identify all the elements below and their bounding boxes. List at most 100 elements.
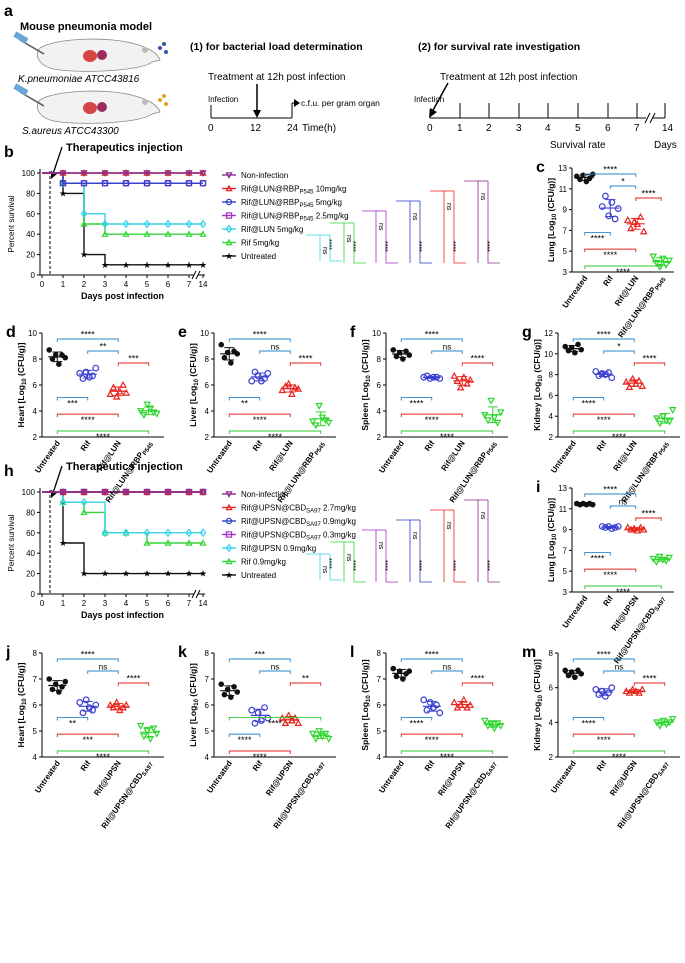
- survival-point: [143, 219, 151, 229]
- survival-point: [101, 528, 109, 538]
- category-label: Rif: [601, 274, 615, 288]
- legend-marker: [225, 172, 233, 179]
- survival-point: ★: [185, 260, 193, 270]
- data-point: [595, 691, 603, 698]
- significance-label: ***: [128, 354, 139, 364]
- x-tick-label: 5: [145, 280, 150, 289]
- significance-label: ****: [409, 718, 424, 728]
- significance-label: **: [302, 674, 310, 684]
- panel-label-m: m: [522, 644, 536, 661]
- timeline-2-xlabel: Survival rate: [550, 140, 606, 151]
- significance-label: ****: [81, 650, 96, 660]
- group-1: [420, 696, 444, 717]
- group-2: [450, 695, 475, 711]
- survival-point: [185, 528, 193, 538]
- category-label: Rif@LUN: [611, 439, 639, 473]
- y-tick-label: 8: [205, 355, 210, 364]
- group-2: [623, 523, 648, 534]
- significance-label: ns: [615, 663, 623, 672]
- category-label: Rif: [595, 759, 609, 773]
- data-point: [122, 388, 131, 396]
- group-2: [623, 212, 648, 235]
- significance-bracket: ****: [228, 413, 291, 425]
- survival-point: ★: [101, 569, 109, 579]
- group-0: [562, 341, 585, 356]
- timeline-1-treatment: Treatment at 12h post infection: [208, 72, 346, 83]
- group-1: [76, 696, 100, 717]
- significance-label: ****: [597, 650, 612, 660]
- significance-bracket: ****: [635, 189, 662, 201]
- svg-text:ns: ns: [445, 522, 452, 530]
- significance-label: ****: [616, 267, 631, 277]
- group-1: [592, 368, 616, 382]
- significance-bracket: ns****: [396, 519, 432, 583]
- data-point: [623, 523, 632, 531]
- significance-bracket: ****: [228, 330, 291, 342]
- data-point: [608, 684, 616, 692]
- y-tick-label: 11: [559, 505, 568, 514]
- legend-marker: [225, 224, 233, 234]
- survival-point: [199, 179, 207, 187]
- significance-bracket: ****: [584, 248, 637, 260]
- svg-text:****: ****: [325, 558, 332, 569]
- category-label: Untreated: [561, 594, 590, 630]
- data-point: [406, 668, 413, 674]
- legend-label: Rif@UPSN@CBDSA97 2.7mg/kg: [241, 504, 356, 515]
- survival-point: [143, 230, 151, 237]
- significance-bracket: ****: [633, 354, 666, 366]
- series-0: [42, 170, 207, 177]
- group-3: [136, 722, 161, 743]
- category-label: Rif: [423, 439, 437, 453]
- data-point: [218, 341, 225, 348]
- group-1: [598, 192, 622, 223]
- significance-bracket: *: [609, 177, 637, 189]
- significance-label: ****: [253, 330, 268, 340]
- y-tick-label: 10: [544, 350, 553, 359]
- legend-label: Untreated: [241, 571, 276, 580]
- significance-bracket: ns****: [330, 541, 366, 583]
- significance-bracket: ns: [603, 663, 635, 674]
- y-tick-label: 100: [22, 169, 36, 178]
- data-point: [433, 701, 440, 709]
- y-axis-label: Percent survival: [7, 195, 16, 252]
- x-tick-label: 14: [199, 280, 208, 289]
- survival-point: [59, 489, 67, 496]
- y-tick-label: 11: [559, 185, 568, 194]
- data-point: [656, 722, 664, 730]
- data-point: [490, 725, 499, 733]
- significance-label: ****: [612, 432, 627, 442]
- significance-bracket: **: [87, 342, 119, 354]
- data-point: [463, 379, 471, 387]
- data-point: [46, 676, 53, 682]
- timeline-2-axis: 0 1 2 3 4 5 6 7 14: [427, 103, 674, 134]
- y-tick-label: 100: [22, 488, 36, 497]
- y-tick-label: 6: [377, 381, 382, 390]
- survival-point: [143, 170, 151, 177]
- data-point: [149, 725, 158, 733]
- y-tick-label: 6: [33, 381, 38, 390]
- significance-bracket: ****: [572, 733, 635, 745]
- data-point: [82, 696, 90, 704]
- significance-label: ****: [470, 674, 485, 684]
- legend-entry: Rif 0.9mg/kg: [222, 558, 286, 567]
- x-tick-label: 0: [40, 280, 45, 289]
- data-point: [484, 722, 492, 730]
- data-point: [76, 699, 84, 706]
- svg-text:****: ****: [483, 560, 490, 571]
- significance-bracket: ***: [56, 733, 119, 745]
- data-point: [625, 383, 634, 390]
- legend-entry: ★ Untreated: [222, 251, 276, 261]
- group-3: [652, 715, 677, 730]
- significance-bracket: ****: [572, 330, 635, 342]
- x-tick-label: 4: [124, 599, 129, 608]
- data-point: [403, 348, 409, 355]
- data-point: [146, 735, 155, 743]
- survival-point: [164, 539, 172, 546]
- data-point: [614, 523, 622, 530]
- category-label: Rif: [79, 439, 93, 453]
- data-point: [152, 730, 161, 738]
- y-tick-label: 60: [26, 210, 35, 219]
- y-tick-label: 13: [558, 164, 567, 173]
- data-point: [390, 665, 397, 672]
- data-point: [638, 381, 647, 389]
